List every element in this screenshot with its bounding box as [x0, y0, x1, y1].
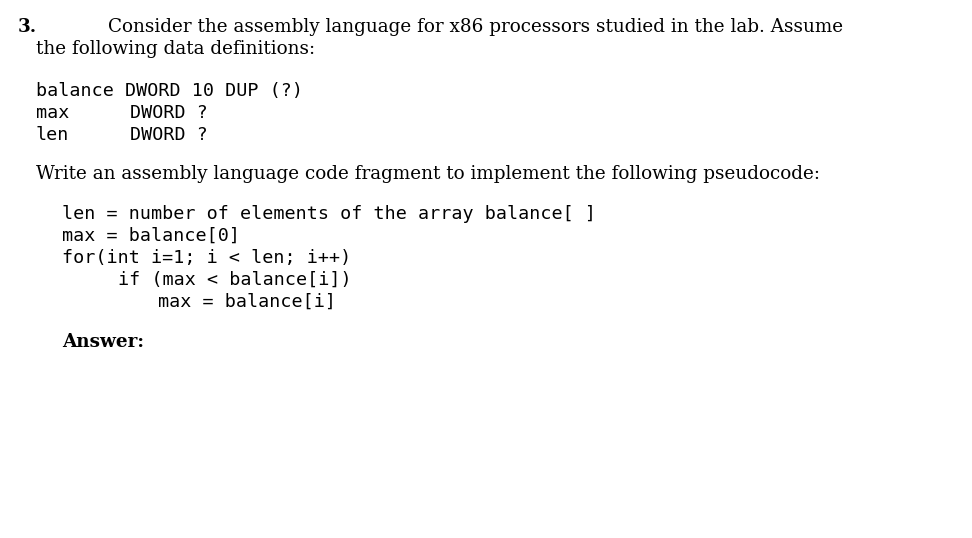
Text: DWORD ?: DWORD ? [130, 126, 208, 144]
Text: balance DWORD 10 DUP (?): balance DWORD 10 DUP (?) [36, 82, 303, 100]
Text: the following data definitions:: the following data definitions: [36, 40, 315, 58]
Text: max: max [36, 104, 69, 122]
Text: len = number of elements of the array balance[ ]: len = number of elements of the array ba… [62, 205, 596, 223]
Text: max = balance[0]: max = balance[0] [62, 227, 240, 245]
Text: len: len [36, 126, 69, 144]
Text: if (max < balance[i]): if (max < balance[i]) [118, 271, 352, 289]
Text: max = balance[i]: max = balance[i] [158, 293, 336, 311]
Text: 3.: 3. [18, 18, 37, 36]
Text: DWORD ?: DWORD ? [130, 104, 208, 122]
Text: Consider the assembly language for x86 processors studied in the lab. Assume: Consider the assembly language for x86 p… [108, 18, 843, 36]
Text: for(int i=1; i < len; i++): for(int i=1; i < len; i++) [62, 249, 351, 267]
Text: Write an assembly language code fragment to implement the following pseudocode:: Write an assembly language code fragment… [36, 165, 820, 183]
Text: Answer:: Answer: [62, 333, 144, 351]
